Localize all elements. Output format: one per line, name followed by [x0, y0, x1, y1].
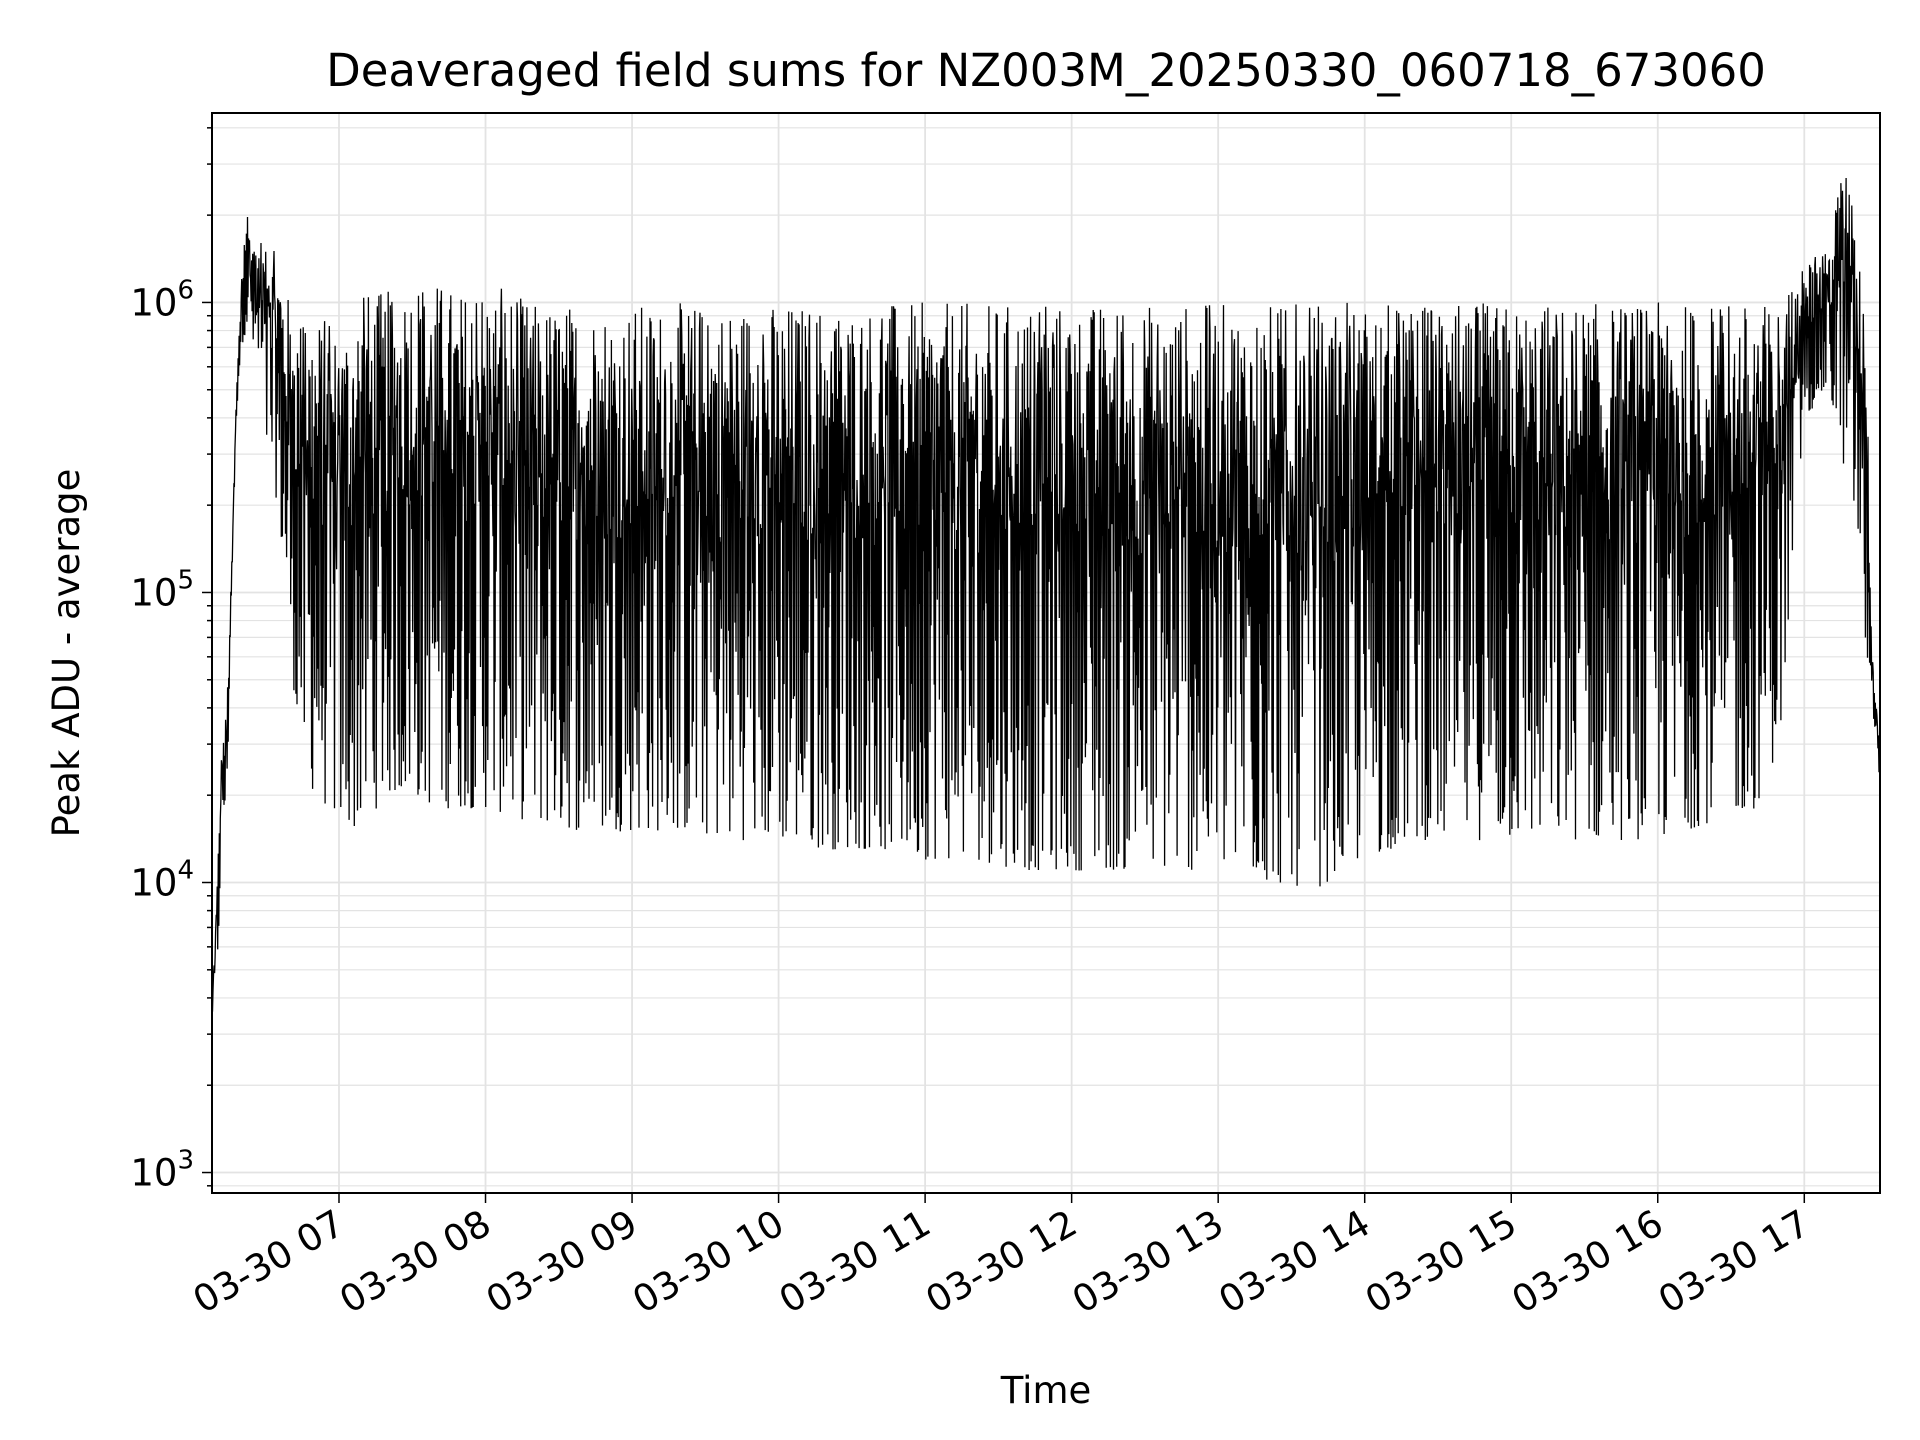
- y-tick-label: 104: [130, 856, 194, 905]
- y-tick-label-base: 10: [130, 571, 177, 614]
- y-axis-label: Peak ADU - average: [45, 469, 88, 838]
- y-tick-label: 106: [130, 275, 194, 324]
- x-axis-label: Time: [1000, 1369, 1092, 1412]
- y-tick-label-exp: 5: [177, 565, 194, 595]
- y-tick-label-base: 10: [130, 1152, 177, 1195]
- data-area: [212, 177, 1880, 1015]
- y-tick-label-exp: 6: [177, 275, 194, 305]
- y-tick-label: 105: [130, 565, 194, 614]
- y-tick-label-exp: 4: [177, 856, 194, 886]
- y-tick-label-exp: 3: [177, 1146, 194, 1176]
- y-tick-label: 103: [130, 1146, 194, 1195]
- y-tick-label-base: 10: [130, 281, 177, 324]
- series-line: [212, 177, 1880, 1015]
- plot-frame: [211, 112, 1881, 1194]
- y-tick-label-base: 10: [130, 862, 177, 905]
- chart-title: Deaveraged field sums for NZ003M_2025033…: [326, 44, 1766, 97]
